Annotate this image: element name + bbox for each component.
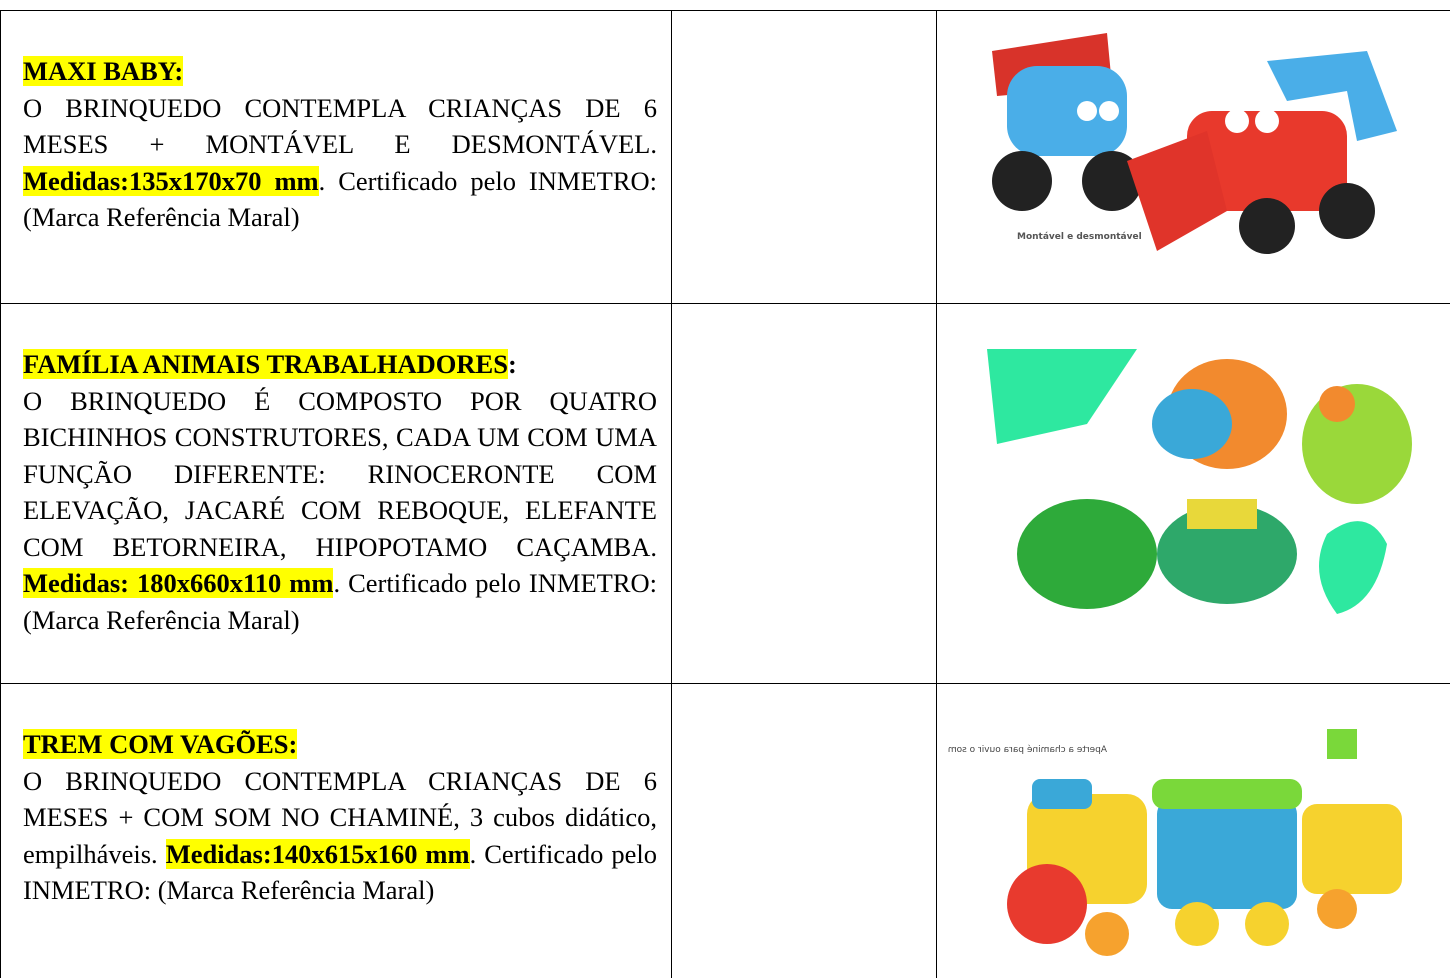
title: TREM COM VAGÕES: <box>23 729 298 759</box>
title: FAMÍLIA ANIMAIS TRABALHADORES <box>23 349 508 379</box>
text: . Certificado pelo INMETRO: (Marca Refer… <box>23 838 658 906</box>
title: MAXI BABY: <box>23 56 184 86</box>
row: TREM COM VAGÕES: O BRINQUEDO CONTEMPLA CR… <box>0 683 1450 978</box>
text: . Certificado pelo INMETRO: (Marca Refer… <box>23 165 657 233</box>
title-suffix: : <box>507 349 517 379</box>
row: FAMÍLIA ANIMAIS TRABALHADORES: O BRINQUED… <box>0 303 1450 684</box>
empty-cell <box>671 683 937 978</box>
text: O BRINQUEDO CONTEMPLA CRIANÇAS DE 6 MESE… <box>23 765 657 869</box>
text: O BRINQUEDO CONTEMPLA CRIANÇAS DE 6 MESE… <box>23 92 657 160</box>
toy-image: Montável e desmontável <box>982 19 1402 255</box>
measures: Medidas:140x615x160 mm <box>165 838 470 869</box>
image-cell <box>936 303 1450 684</box>
measures: Medidas: 180x660x110 mm <box>23 568 334 598</box>
text: O BRINQUEDO É COMPOSTO POR QUATRO BICHIN… <box>23 385 657 562</box>
measures: Medidas:135x170x70 mm <box>23 165 319 196</box>
description-cell: TREM COM VAGÕES: O BRINQUEDO CONTEMPLA CR… <box>0 683 672 978</box>
image-cell: Aperte a chaminé para ouvir o som <box>936 683 1450 978</box>
image-caption: Montável e desmontável <box>1017 232 1142 242</box>
description-cell: MAXI BABY: O BRINQUEDO CONTEMPLA CRIANÇAS… <box>0 10 672 304</box>
toy-image: Aperte a chaminé para ouvir o som <box>948 729 1407 978</box>
product-table: MAXI BABY: O BRINQUEDO CONTEMPLA CRIANÇAS… <box>0 10 1450 978</box>
image-cell: Montável e desmontável <box>936 10 1450 304</box>
empty-cell <box>671 303 937 684</box>
empty-cell <box>671 10 937 304</box>
description-cell: FAMÍLIA ANIMAIS TRABALHADORES: O BRINQUED… <box>0 303 672 684</box>
toy-image <box>987 349 1412 614</box>
image-caption: Aperte a chaminé para ouvir o som <box>948 744 1107 755</box>
text: . Certificado pelo INMETRO: (Marca Refer… <box>23 568 657 635</box>
row: MAXI BABY: O BRINQUEDO CONTEMPLA CRIANÇAS… <box>0 10 1450 304</box>
